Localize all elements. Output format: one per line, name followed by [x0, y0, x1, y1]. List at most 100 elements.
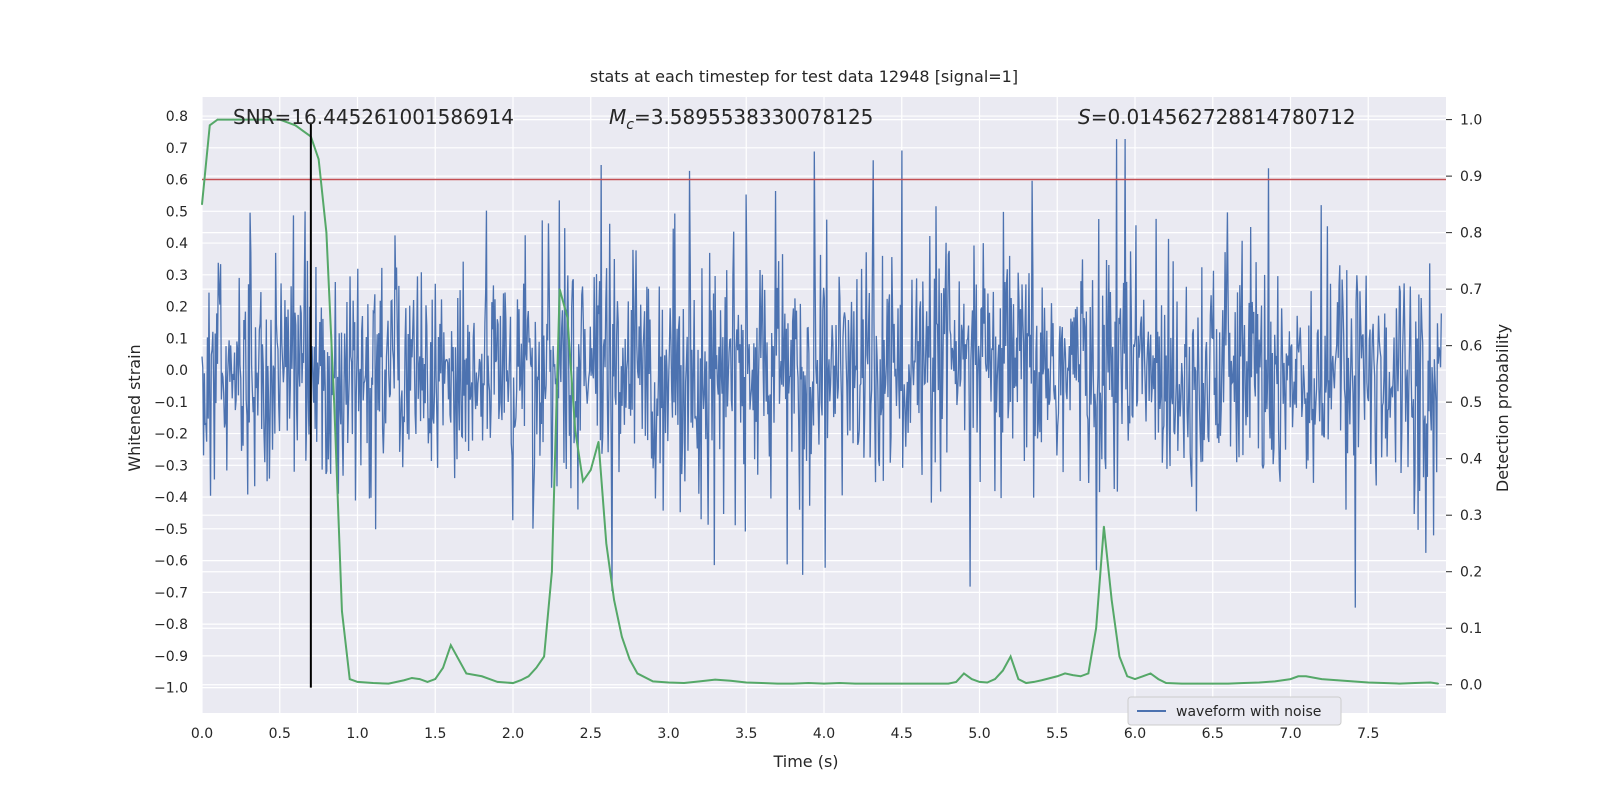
- detection-probability-point: [1414, 682, 1416, 684]
- detection-probability-point: [403, 679, 405, 682]
- y-right-tick-label: 0.0: [1460, 678, 1482, 694]
- detection-probability-point: [621, 635, 623, 638]
- detection-probability-point: [1072, 674, 1074, 676]
- chirp-mass-subscript: c: [626, 117, 634, 133]
- detection-probability-point: [978, 681, 981, 683]
- detection-probability-point: [1064, 672, 1066, 675]
- annotations: SNR=16.445261001586914 Mc=3.589553833007…: [233, 105, 1356, 133]
- y-left-tick-label: 0.1: [166, 331, 188, 347]
- detection-probability-point: [294, 124, 297, 127]
- detection-probability-point: [1274, 680, 1276, 683]
- detection-probability-point: [450, 644, 452, 646]
- y-right-tick-label: 0.7: [1460, 282, 1482, 298]
- detection-probability-point: [247, 118, 250, 121]
- detection-probability-point: [1437, 682, 1440, 685]
- detection-probability-point: [527, 675, 530, 678]
- x-tick-label: 7.0: [1279, 726, 1301, 742]
- detection-probability-point: [325, 231, 328, 234]
- y-right-tick-label: 0.1: [1460, 621, 1482, 637]
- detection-probability-point: [1383, 682, 1385, 684]
- detection-probability-point: [823, 682, 825, 685]
- detection-probability-point: [372, 682, 374, 684]
- detection-probability-point: [807, 682, 810, 684]
- y-left-tick-label: −0.3: [154, 458, 188, 474]
- detection-probability-point: [667, 681, 670, 684]
- detection-probability-point: [838, 682, 841, 684]
- chirp-mass-value: =3.5895538330078125: [634, 105, 873, 129]
- detection-probability-point: [558, 288, 561, 290]
- detection-probability-point: [900, 682, 903, 685]
- detection-probability-point: [1305, 675, 1307, 678]
- y-left-tick-label: −0.6: [154, 554, 188, 570]
- detection-probability-point: [1134, 678, 1136, 680]
- x-tick-label: 2.0: [502, 726, 524, 742]
- y-left-tick-label: −0.9: [154, 649, 188, 665]
- detection-probability-point: [543, 655, 545, 658]
- detection-probability-point: [519, 679, 522, 682]
- detection-probability-point: [387, 682, 390, 685]
- detection-probability-point: [232, 118, 234, 121]
- y-left-tick-label: −0.2: [154, 427, 188, 443]
- snr-annotation: SNR=16.445261001586914: [233, 105, 514, 129]
- detection-probability-point: [535, 666, 538, 669]
- detection-probability-point: [1351, 680, 1354, 683]
- x-tick-label: 7.5: [1357, 726, 1379, 742]
- detection-probability-point: [278, 118, 281, 121]
- detection-probability-point: [1367, 681, 1370, 684]
- y-left-tick-label: 0.7: [166, 141, 188, 157]
- detection-probability-point: [792, 682, 794, 685]
- detection-probability-point: [1025, 682, 1027, 684]
- detection-probability-point: [1165, 682, 1167, 684]
- detection-probability-point: [986, 681, 989, 684]
- detection-probability-point: [714, 678, 716, 681]
- y-right-tick-label: 0.8: [1460, 226, 1482, 242]
- detection-probability-point: [1297, 675, 1300, 678]
- detection-probability-point: [1258, 681, 1261, 684]
- detection-probability-point: [597, 440, 600, 443]
- detection-probability-point: [1002, 669, 1004, 672]
- detection-probability-point: [683, 682, 685, 684]
- detection-probability-point: [1126, 675, 1129, 678]
- detection-probability-point: [418, 678, 421, 680]
- detection-probability-point: [317, 158, 320, 160]
- detection-probability-point: [551, 570, 553, 573]
- detection-probability-point: [333, 401, 335, 403]
- detection-probability-point: [729, 679, 732, 682]
- chart-title: stats at each timestep for test data 129…: [590, 67, 1018, 86]
- detection-probability-point: [1398, 682, 1401, 685]
- detection-probability-point: [356, 681, 359, 683]
- detection-probability-point: [216, 118, 219, 121]
- detection-probability-point: [302, 130, 304, 132]
- y-left-tick-label: −0.8: [154, 617, 188, 633]
- detection-probability-point: [481, 675, 483, 678]
- detection-probability-point: [636, 672, 639, 675]
- detection-probability-point: [652, 680, 654, 683]
- y-left-tick-label: −0.5: [154, 522, 188, 538]
- detection-probability-point: [885, 682, 887, 685]
- y-right-tick-label: 0.5: [1460, 395, 1482, 411]
- s-annotation: S=0.014562728814780712: [1078, 105, 1356, 129]
- detection-probability-point: [955, 681, 957, 683]
- detection-probability-point: [1243, 682, 1245, 684]
- y-left-tick-label: −0.1: [154, 395, 188, 411]
- detection-probability-point: [1149, 672, 1152, 675]
- waveform-series: [201, 139, 1442, 608]
- detection-probability-point: [1289, 678, 1292, 680]
- detection-probability-point: [1110, 599, 1113, 601]
- detection-probability-point: [854, 682, 856, 685]
- detection-probability-point: [589, 469, 592, 471]
- x-tick-label: 4.5: [891, 726, 913, 742]
- legend: waveform with noise: [1127, 696, 1342, 726]
- detection-probability-point: [263, 118, 266, 121]
- x-tick-label: 6.5: [1202, 726, 1224, 742]
- detection-probability-point: [1227, 682, 1230, 685]
- x-tick-label: 3.0: [657, 726, 679, 742]
- detection-probability-point: [963, 672, 965, 675]
- detection-probability-point: [605, 542, 608, 545]
- s-symbol: S: [1078, 105, 1091, 129]
- detection-probability-point: [1087, 672, 1090, 675]
- chirp-mass-symbol: M: [609, 105, 626, 129]
- detection-probability-point: [1103, 525, 1105, 528]
- x-tick-label: 2.5: [580, 726, 602, 742]
- y-left-tick-label: 0.6: [166, 173, 188, 189]
